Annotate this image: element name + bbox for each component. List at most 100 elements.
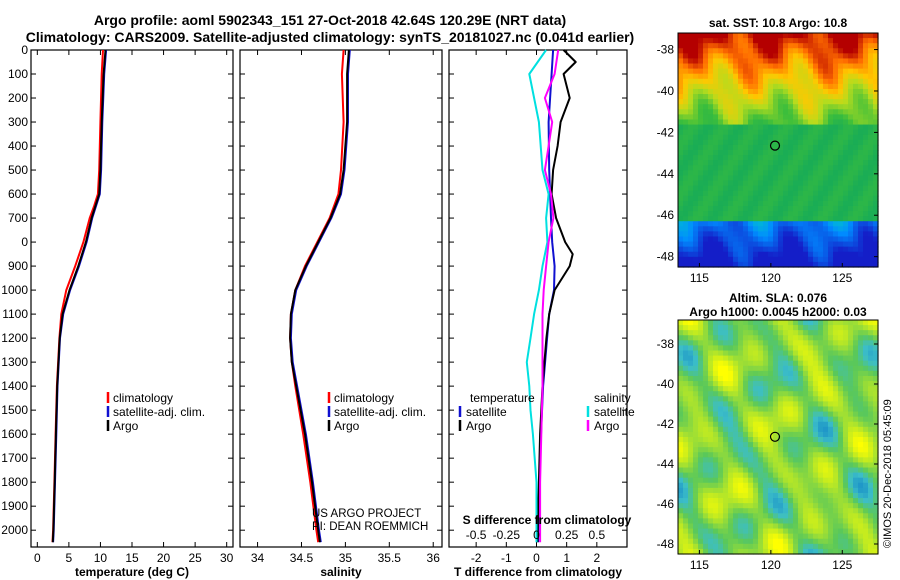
map-cell bbox=[718, 523, 724, 530]
map-cell bbox=[688, 335, 694, 341]
map-cell bbox=[798, 63, 804, 70]
map-cell bbox=[863, 119, 869, 126]
map-cell bbox=[788, 231, 794, 238]
map-cell bbox=[783, 431, 789, 438]
map-cell bbox=[683, 452, 689, 458]
map-cell bbox=[768, 355, 774, 362]
map-cell bbox=[768, 211, 774, 217]
map-cell bbox=[718, 129, 724, 136]
map-cell bbox=[803, 251, 809, 258]
map-cell bbox=[813, 355, 819, 362]
map-cell bbox=[808, 518, 814, 525]
map-cell bbox=[723, 421, 729, 428]
map-cell bbox=[863, 492, 869, 499]
map-cell bbox=[808, 195, 814, 202]
map-cell bbox=[748, 335, 754, 341]
map-cell bbox=[728, 94, 734, 100]
map-cell bbox=[738, 381, 744, 387]
map-cell bbox=[718, 231, 724, 238]
map-cell bbox=[813, 83, 819, 90]
map-cell bbox=[858, 155, 864, 161]
map-cell bbox=[743, 487, 749, 494]
map-cell bbox=[848, 457, 854, 464]
map-cell bbox=[708, 43, 714, 49]
map-cell bbox=[863, 231, 869, 238]
map-cell bbox=[823, 447, 829, 453]
map-cell bbox=[683, 99, 689, 105]
map-cell bbox=[853, 195, 859, 202]
map-cell bbox=[758, 124, 764, 131]
map-cell bbox=[868, 200, 874, 207]
map-cell bbox=[858, 543, 864, 550]
map-cell bbox=[803, 94, 809, 100]
x-tick-label: 0 bbox=[34, 551, 41, 565]
map-cell bbox=[698, 180, 704, 187]
map-cell bbox=[683, 119, 689, 126]
map-cell bbox=[758, 426, 764, 433]
map-cell bbox=[753, 114, 759, 121]
map-cell bbox=[758, 134, 764, 141]
map-cell bbox=[778, 386, 784, 392]
map-cell bbox=[683, 211, 689, 217]
map-cell bbox=[763, 195, 769, 202]
map-cell bbox=[743, 58, 749, 65]
map-cell bbox=[823, 109, 829, 115]
map-cell bbox=[798, 426, 804, 433]
map-cell bbox=[688, 452, 694, 458]
map-cell bbox=[828, 33, 834, 39]
map-cell bbox=[798, 221, 804, 227]
map-cell bbox=[798, 437, 804, 443]
map-cell bbox=[763, 124, 769, 131]
map-cell bbox=[783, 139, 789, 146]
map-cell bbox=[698, 185, 704, 192]
map-cell bbox=[678, 43, 684, 49]
map-cell bbox=[828, 401, 834, 408]
map-cell bbox=[763, 226, 769, 232]
map-cell bbox=[828, 523, 834, 530]
map-cell bbox=[823, 58, 829, 65]
map-cell bbox=[698, 375, 704, 382]
map-cell bbox=[748, 200, 754, 207]
map-cell bbox=[743, 325, 749, 331]
map-cell bbox=[848, 365, 854, 372]
map-cell bbox=[723, 261, 729, 268]
map-cell bbox=[838, 160, 844, 166]
map-cell bbox=[738, 462, 744, 469]
map-cell bbox=[853, 467, 859, 474]
map-cell bbox=[728, 231, 734, 238]
map-cell bbox=[853, 442, 859, 448]
map-cell bbox=[683, 406, 689, 413]
map-cell bbox=[698, 472, 704, 479]
map-cell bbox=[813, 325, 819, 331]
map-cell bbox=[858, 175, 864, 182]
map-cell bbox=[758, 457, 764, 464]
map-cell bbox=[758, 345, 764, 352]
map-cell bbox=[693, 426, 699, 433]
map-cell bbox=[798, 503, 804, 509]
y-tick-label: 300 bbox=[8, 115, 28, 129]
map-cell bbox=[838, 335, 844, 341]
map-cell bbox=[818, 416, 824, 423]
map-cell bbox=[768, 350, 774, 357]
map-cell bbox=[833, 99, 839, 105]
map-cell bbox=[753, 457, 759, 464]
map-cell bbox=[863, 104, 869, 110]
map-cell bbox=[798, 226, 804, 232]
map-cell bbox=[783, 180, 789, 187]
map-cell bbox=[748, 129, 754, 136]
map-cell bbox=[778, 94, 784, 100]
map-cell bbox=[728, 391, 734, 397]
map-cell bbox=[833, 431, 839, 438]
map-cell bbox=[688, 375, 694, 382]
map-cell bbox=[698, 508, 704, 514]
map-cell bbox=[863, 411, 869, 418]
map-cell bbox=[803, 246, 809, 253]
map-cell bbox=[843, 226, 849, 232]
map-cell bbox=[678, 401, 684, 408]
map-cell bbox=[863, 345, 869, 352]
map-cell bbox=[808, 411, 814, 418]
map-cell bbox=[773, 370, 779, 377]
legend-label: satellite bbox=[594, 405, 635, 419]
map-cell bbox=[703, 205, 709, 212]
map-cell bbox=[743, 340, 749, 347]
